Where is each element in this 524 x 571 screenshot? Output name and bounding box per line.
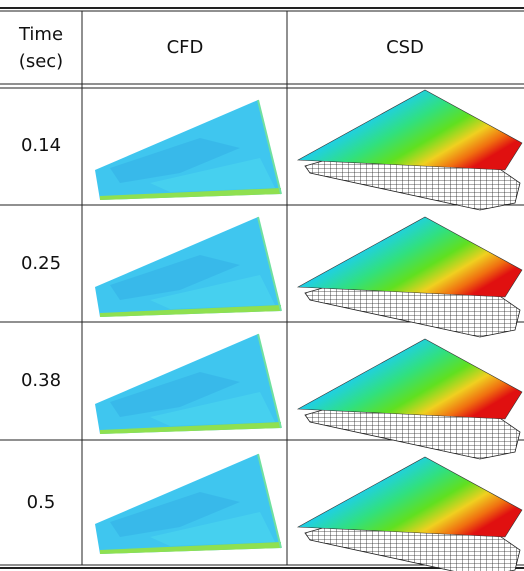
csd-image	[297, 216, 523, 338]
cfd-image	[94, 216, 282, 318]
csd-image	[297, 338, 523, 460]
header-cfd: CFD	[167, 37, 204, 58]
time-cell: 0.5	[27, 492, 56, 513]
time-cell: 0.25	[21, 253, 61, 274]
header-csd: CSD	[386, 37, 424, 58]
header-time: Time	[18, 24, 63, 45]
time-cell: 0.14	[21, 135, 61, 156]
cfd-image	[94, 99, 282, 201]
cfd-image	[94, 453, 282, 555]
csd-image	[297, 89, 523, 211]
csd-image	[297, 456, 523, 571]
cfd-image	[94, 333, 282, 435]
header-time-unit: (sec)	[19, 51, 63, 72]
time-cell: 0.38	[21, 370, 61, 391]
